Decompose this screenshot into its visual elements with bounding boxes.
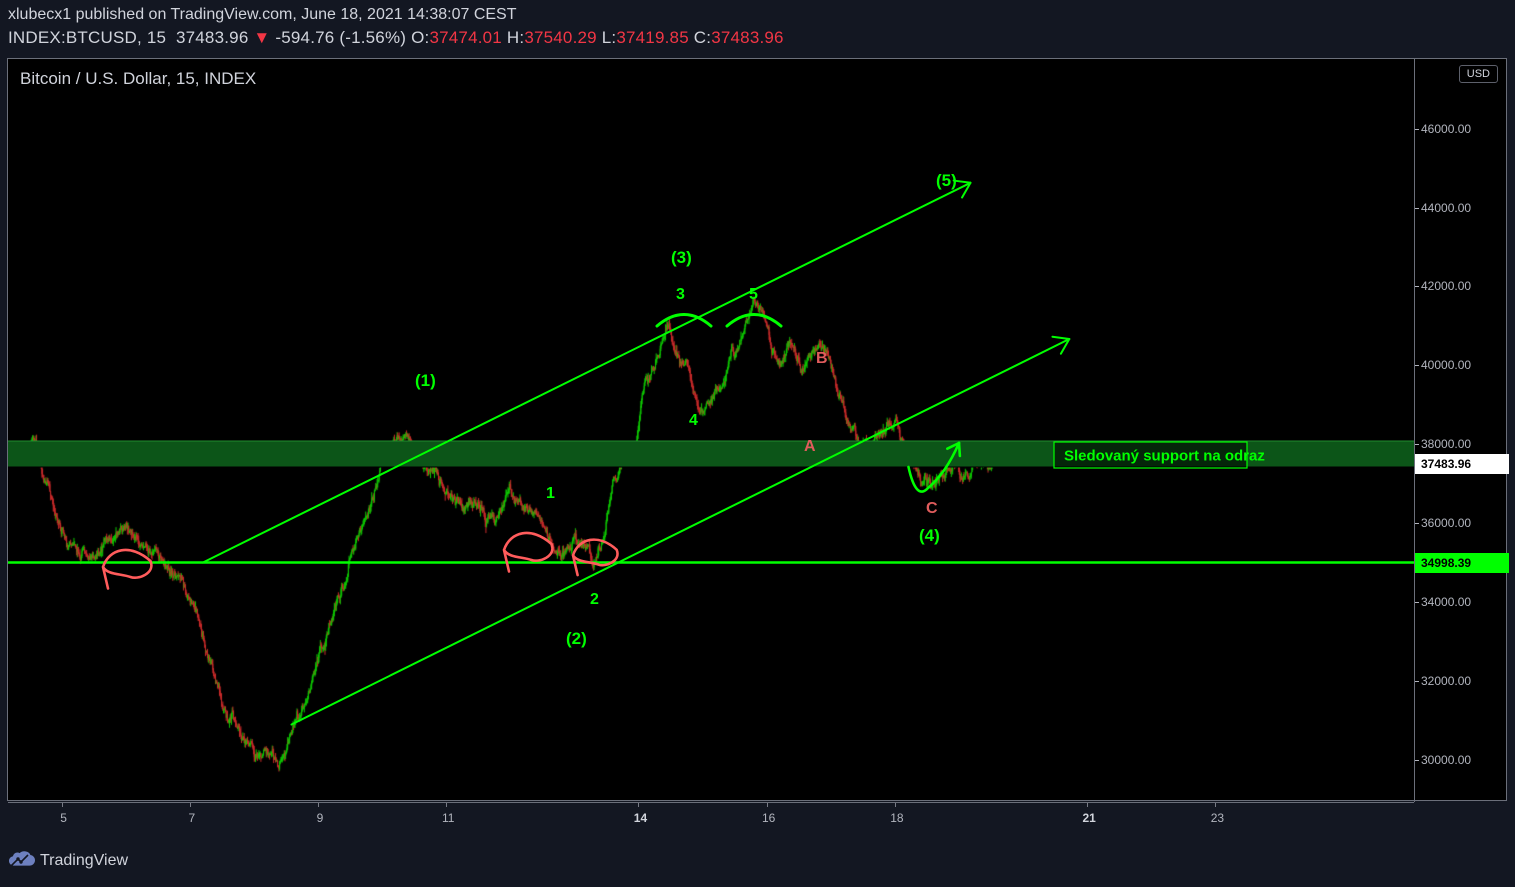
svg-text:2: 2 [590, 591, 599, 608]
svg-text:(5): (5) [936, 171, 957, 190]
svg-text:(3): (3) [671, 248, 692, 267]
svg-text:C: C [926, 500, 938, 517]
svg-text:(4): (4) [919, 526, 940, 545]
svg-text:B: B [816, 350, 828, 367]
svg-text:(2): (2) [566, 629, 587, 648]
svg-text:Sledovaný support na odraz: Sledovaný support na odraz [1064, 448, 1265, 465]
svg-text:5: 5 [749, 286, 758, 303]
svg-text:4: 4 [689, 412, 698, 429]
svg-text:3: 3 [676, 286, 685, 303]
svg-text:A: A [804, 438, 816, 455]
svg-text:(1): (1) [415, 371, 436, 390]
svg-text:1: 1 [546, 485, 555, 502]
